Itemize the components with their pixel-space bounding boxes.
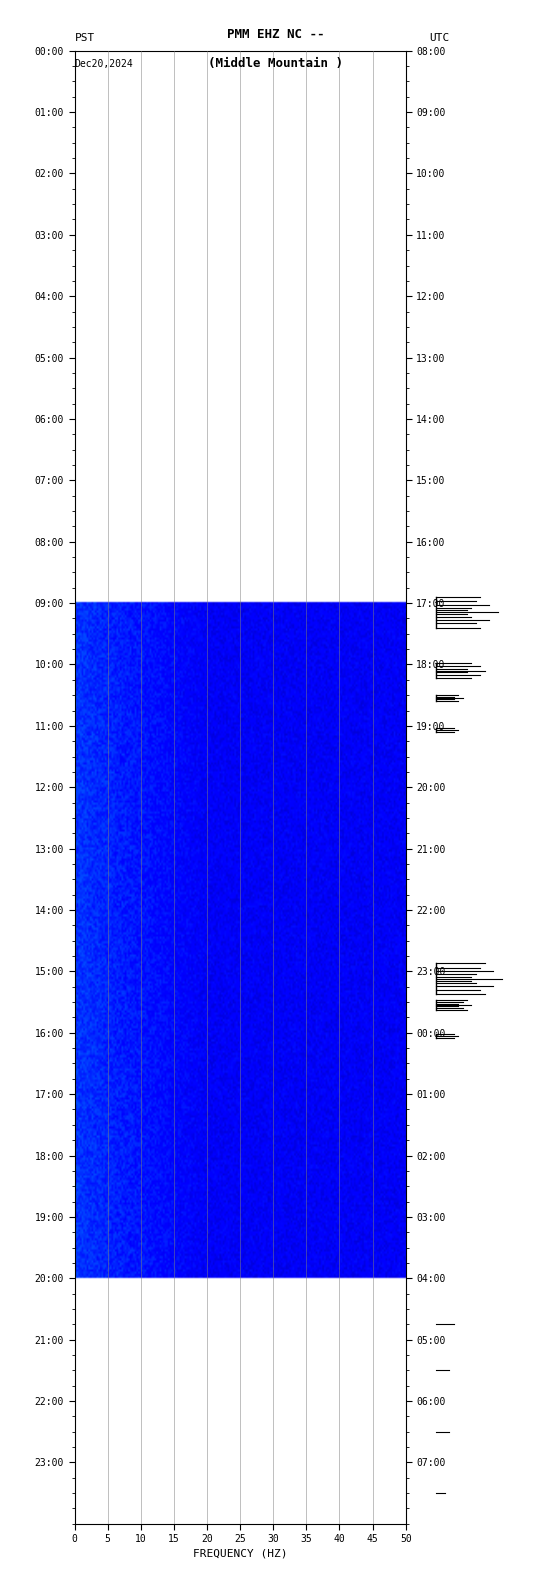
Text: (Middle Mountain ): (Middle Mountain ) [209,57,343,70]
X-axis label: FREQUENCY (HZ): FREQUENCY (HZ) [193,1549,288,1559]
Text: PST: PST [75,33,95,43]
Text: PMM EHZ NC --: PMM EHZ NC -- [227,29,325,41]
Text: UTC: UTC [429,33,450,43]
Text: Dec20,2024: Dec20,2024 [75,59,133,68]
